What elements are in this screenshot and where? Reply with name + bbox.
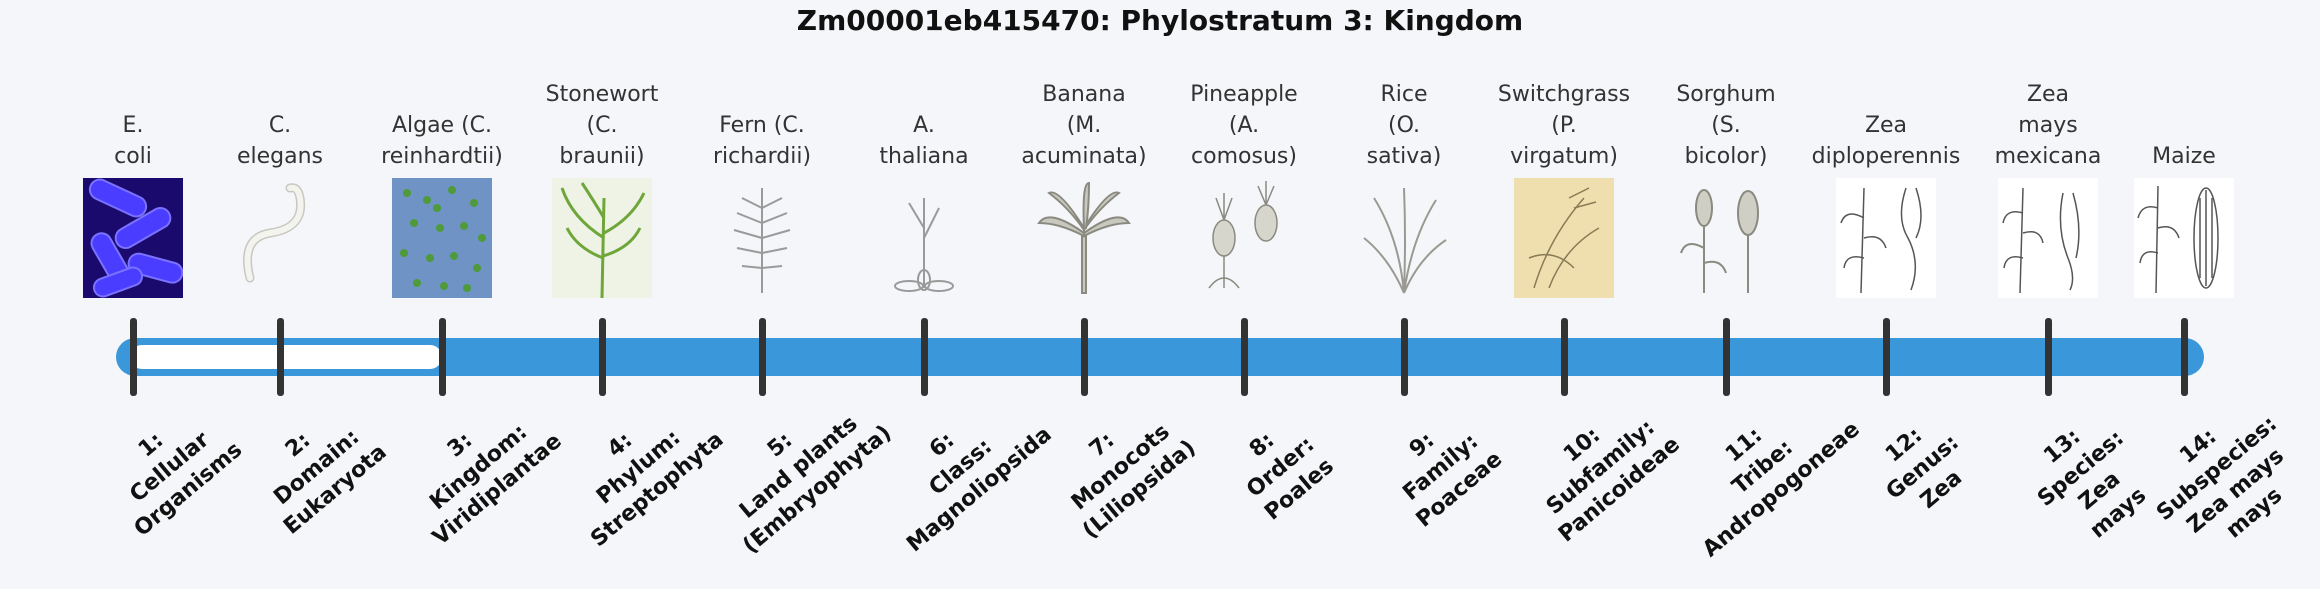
organism-label-4: Stonewort (C. braunii) [512, 72, 692, 172]
stratum-tick-1 [130, 318, 137, 396]
stratum-label-3: 3: Kingdom: Viridiplantae [374, 370, 583, 565]
fern-image [712, 178, 812, 298]
organism-label-line: braunii) [559, 144, 645, 169]
stratum-label-5: 5: Land plants (Embryophyta) [694, 370, 903, 565]
stratum-label-7: 7: Monocots (Liliopsida) [1016, 370, 1225, 565]
banana-image [1034, 178, 1134, 298]
stratum-tick-12 [1883, 318, 1890, 396]
organism-label-line: Stonewort [545, 82, 659, 107]
organism-label-10: Switchgrass (P. virgatum) [1474, 72, 1654, 172]
organism-label-line: Maize [2152, 144, 2216, 169]
organism-label-line: thaliana [879, 144, 969, 169]
arabidopsis-image [874, 178, 974, 298]
organism-label-line: sativa) [1366, 144, 1442, 169]
maize-image [2134, 178, 2234, 298]
algae-image [392, 178, 492, 298]
organism-label-7: Banana (M. acuminata) [994, 72, 1174, 172]
chart-title: Zm00001eb415470: Phylostratum 3: Kingdom [796, 4, 1524, 37]
stratum-tick-6 [921, 318, 928, 396]
organism-label-line: Sorghum [1676, 82, 1776, 107]
sorghum-image [1676, 178, 1776, 298]
stratum-tick-4 [599, 318, 606, 396]
organism-label-line: Fern (C. [719, 113, 805, 138]
organism-label-line: mays [2018, 113, 2078, 138]
phylostrata-track [116, 338, 2204, 376]
organism-label-line: richardii) [712, 144, 812, 169]
organism-label-line: diploperennis [1811, 144, 1961, 169]
stratum-tick-2 [277, 318, 284, 396]
organism-label-5: Fern (C. richardii) [672, 72, 852, 172]
organism-label-line: acuminata) [1021, 144, 1147, 169]
organism-label-line: Algae (C. [391, 113, 493, 138]
stratum-tick-14 [2181, 318, 2188, 396]
organism-label-12: Zea diploperennis [1796, 72, 1976, 172]
organism-label-line: E. [122, 113, 144, 138]
organism-label-line: coli [114, 144, 152, 169]
organism-label-line: (M. [1066, 113, 1102, 138]
stratum-tick-10 [1561, 318, 1568, 396]
rice-image [1354, 178, 1454, 298]
organism-label-line: Rice [1380, 82, 1428, 107]
organism-label-line: elegans [236, 144, 324, 169]
stratum-tick-13 [2045, 318, 2052, 396]
organism-label-3: Algae (C. reinhardtii) [352, 72, 532, 172]
organism-label-13: Zea mays mexicana [1958, 72, 2138, 172]
organism-label-line: Pineapple [1190, 82, 1298, 107]
organism-label-line: reinhardtii) [381, 144, 503, 169]
organism-label-line: Switchgrass [1497, 82, 1631, 107]
stratum-tick-3 [439, 318, 446, 396]
organism-label-line: (A. [1228, 113, 1260, 138]
stratum-label-10: 10: Subfamily: Panicoideae [1496, 370, 1705, 565]
stonewort-image [552, 178, 652, 298]
zea-mexicana-image [1998, 178, 2098, 298]
pineapple-image [1194, 178, 1294, 298]
organism-label-9: Rice (O. sativa) [1314, 72, 1494, 172]
organism-label-line: C. [268, 113, 292, 138]
organism-label-line: comosus) [1191, 144, 1297, 169]
switchgrass-image [1514, 178, 1614, 298]
organism-label-1: E. coli [43, 72, 223, 172]
organism-label-2: C. elegans [190, 72, 370, 172]
organism-label-8: Pineapple (A. comosus) [1154, 72, 1334, 172]
organism-label-11: Sorghum (S. bicolor) [1636, 72, 1816, 172]
organism-label-14: Maize [2094, 72, 2274, 172]
stratum-tick-7 [1081, 318, 1088, 396]
progress-indicator [130, 345, 442, 369]
stratum-tick-11 [1723, 318, 1730, 396]
organism-label-line: Zea [1864, 113, 1908, 138]
organism-label-line: mexicana [1994, 144, 2102, 169]
stratum-label-11: 11: Tribe: Andropogoneae [1658, 370, 1867, 565]
organism-label-line: bicolor) [1684, 144, 1768, 169]
organism-label-6: A. thaliana [834, 72, 1014, 172]
organism-label-line: (C. [586, 113, 618, 138]
organism-label-line: virgatum) [1510, 144, 1618, 169]
stratum-label-6: 6: Class: Magnoliopsida [856, 370, 1065, 565]
stratum-tick-5 [759, 318, 766, 396]
worm-image [230, 178, 330, 298]
stratum-tick-8 [1241, 318, 1248, 396]
stratum-label-9: 9: Family: Poaceae [1336, 370, 1545, 565]
organism-label-line: A. [913, 113, 935, 138]
organism-label-line: Zea [2026, 82, 2070, 107]
organism-label-line: (S. [1711, 113, 1741, 138]
stratum-label-12: 12: Genus: Zea [1818, 370, 2027, 565]
stratum-label-8: 8: Order: Poales [1176, 370, 1385, 565]
stratum-label-4: 4: Phylum: Streptophyta [534, 370, 743, 565]
stratum-tick-9 [1401, 318, 1408, 396]
ecoli-image [83, 178, 183, 298]
organism-label-line: (O. [1387, 113, 1420, 138]
zea-diploperennis-image [1836, 178, 1936, 298]
organism-label-line: Banana [1042, 82, 1126, 107]
organism-label-line: (P. [1551, 113, 1577, 138]
